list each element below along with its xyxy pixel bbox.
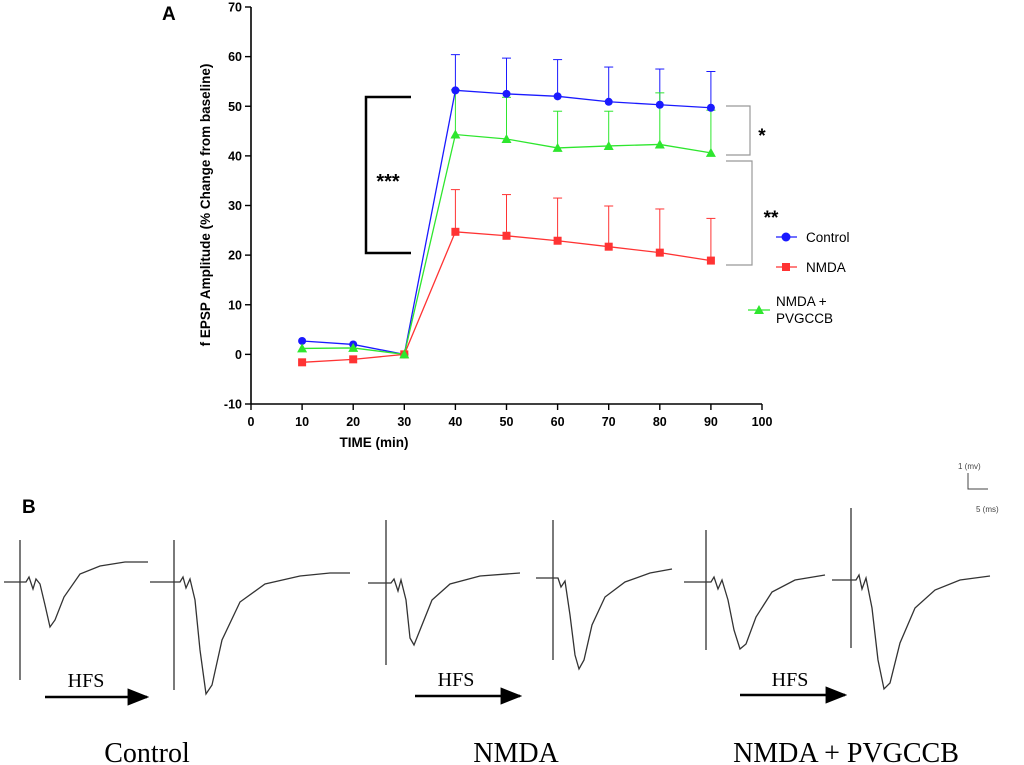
data-point-nmda	[706, 256, 715, 265]
significance-label-1: *	[758, 126, 766, 147]
data-point-nmda-pvgccb	[501, 134, 512, 144]
series-line-nmda	[302, 231, 711, 363]
trace-nmda-post	[536, 520, 673, 671]
y-tick-label: 60	[228, 50, 242, 64]
data-point-nmda	[349, 355, 358, 364]
panel-b-label: B	[22, 497, 36, 518]
legend-label-nmda-pvgccb-line1: NMDA +	[776, 294, 827, 309]
group-label-nmda-pvgccb: NMDA + PVGCCB	[733, 738, 959, 765]
hfs-arrows: HFS HFS HFS	[45, 669, 848, 706]
data-point-nmda-pvgccb	[450, 129, 461, 139]
data-point-control	[451, 86, 460, 95]
hfs-label-pvgccb: HFS	[772, 669, 809, 691]
significance-bracket-pvgccb-nmda	[726, 160, 753, 266]
data-point-nmda	[655, 248, 664, 257]
error-bars	[450, 54, 716, 261]
significance-label-main: ***	[376, 171, 400, 193]
data-point-nmda	[553, 236, 562, 245]
data-point-nmda	[502, 231, 511, 240]
data-point-nmda-pvgccb	[654, 139, 665, 149]
scale-bar-time-label: 5 (ms)	[976, 505, 999, 514]
data-point-nmda-pvgccb	[705, 147, 716, 157]
series-markers	[297, 86, 716, 367]
x-axis-label: TIME (min)	[340, 435, 409, 450]
group-label-control: Control	[104, 738, 190, 765]
y-tick-label: 0	[235, 348, 242, 362]
x-tick-label: 50	[500, 415, 514, 429]
scale-bar: 1 (mv) 5 (ms)	[958, 462, 999, 514]
significance-label-2: **	[764, 208, 779, 229]
panel-a-label: A	[162, 4, 176, 25]
significance-bracket-control-pvgccb	[726, 105, 751, 156]
hfs-label-nmda: HFS	[438, 669, 475, 691]
legend-label-nmda: NMDA	[806, 260, 846, 275]
x-tick-label: 70	[602, 415, 616, 429]
y-tick-label: 70	[228, 1, 242, 15]
trace-nmda-pre	[368, 520, 521, 665]
data-point-nmda	[451, 227, 460, 236]
x-tick-label: 90	[704, 415, 718, 429]
x-tick-label: 100	[752, 415, 773, 429]
data-point-control	[502, 89, 511, 98]
traces	[4, 508, 991, 696]
data-point-control	[553, 92, 562, 101]
data-point-control	[604, 97, 613, 106]
y-tick-label: 20	[228, 249, 242, 263]
significance-bracket-main	[364, 95, 411, 255]
scale-bar-voltage-label: 1 (mv)	[958, 462, 981, 471]
legend-label-nmda-pvgccb-line2: PVGCCB	[776, 311, 833, 326]
data-point-nmda-pvgccb	[297, 343, 308, 353]
x-tick-label: 40	[448, 415, 462, 429]
legend-label-control: Control	[806, 230, 850, 245]
group-label-nmda: NMDA	[473, 738, 559, 765]
series-line-nmda-pvgccb	[302, 133, 712, 356]
legend: Control NMDA NMDA + PVGCCB	[748, 230, 850, 326]
trace-pvgccb-pre	[684, 530, 826, 651]
data-point-nmda-pvgccb	[348, 342, 359, 352]
data-point-nmda-pvgccb	[552, 142, 563, 152]
y-axis-label: f EPSP Amplitude (% Change from baseline…	[198, 64, 213, 347]
data-point-nmda	[298, 358, 307, 367]
x-tick-label: 0	[248, 415, 255, 429]
legend-item-control: Control	[776, 230, 850, 245]
x-tick-label: 10	[295, 415, 309, 429]
data-point-nmda-pvgccb	[399, 349, 410, 359]
data-point-nmda-pvgccb	[603, 140, 614, 150]
x-tick-label: 30	[397, 415, 411, 429]
y-tick-label: 40	[228, 149, 242, 163]
trace-control-pre	[4, 540, 148, 680]
y-tick-label: 10	[228, 298, 242, 312]
data-point-control	[298, 336, 307, 345]
y-tick-label: 50	[228, 100, 242, 114]
legend-item-nmda-pvgccb: NMDA + PVGCCB	[748, 294, 833, 326]
trace-pvgccb-post	[832, 508, 991, 691]
x-tick-label: 80	[653, 415, 667, 429]
axis-ticks: 0 10 20 30 40 50 60 70 80 90 100 -10 0 10 20 30 40 50 60 70	[224, 1, 773, 430]
x-tick-label: 20	[346, 415, 360, 429]
hfs-label-control: HFS	[68, 670, 105, 692]
legend-item-nmda: NMDA	[776, 260, 846, 275]
trace-control-post	[150, 540, 350, 696]
data-point-control	[655, 100, 664, 109]
y-tick-label: -10	[224, 398, 242, 412]
data-point-control	[706, 103, 715, 112]
x-tick-label: 60	[551, 415, 565, 429]
y-tick-label: 30	[228, 199, 242, 213]
data-point-nmda	[604, 242, 613, 251]
